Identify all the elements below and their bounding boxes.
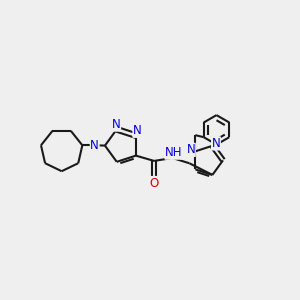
Text: NH: NH: [165, 146, 183, 159]
Text: N: N: [90, 139, 99, 152]
Text: N: N: [112, 118, 121, 131]
Text: N: N: [187, 143, 195, 156]
Text: N: N: [133, 124, 142, 137]
Text: O: O: [149, 176, 159, 190]
Text: N: N: [212, 137, 220, 150]
